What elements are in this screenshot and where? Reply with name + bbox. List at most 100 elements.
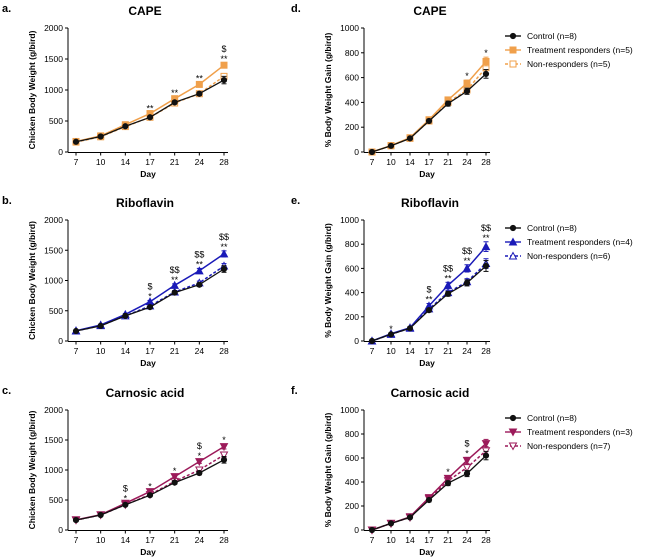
significance-label: * (465, 448, 469, 458)
panel-letter: b. (2, 195, 12, 207)
legend-marker (509, 414, 517, 422)
data-point (97, 322, 104, 329)
chart-panel-f: f. Carnosic acid 0 200 400 600 800 1000 7 10 14 17 2… (291, 385, 633, 557)
legend-marker (508, 237, 518, 246)
data-point (425, 307, 433, 314)
x-tick-label: 14 (121, 346, 131, 356)
y-tick-label: 0 (58, 147, 63, 157)
significance-label: ** (220, 54, 228, 64)
x-tick-label: 14 (405, 535, 415, 545)
data-point (146, 304, 154, 311)
x-tick-label: 24 (195, 346, 205, 356)
y-axis-title: % Body Weight Gain (g/bird) (323, 223, 333, 338)
y-tick-label: 600 (345, 73, 359, 83)
series-control (368, 260, 490, 345)
data-point (406, 325, 414, 332)
y-tick-label: 500 (49, 495, 63, 505)
legend-marker (509, 224, 517, 232)
series-control (72, 75, 228, 145)
series-line (371, 61, 487, 153)
panel-title: CAPE (413, 4, 446, 18)
data-point (444, 290, 452, 297)
x-axis-title: Day (140, 169, 156, 179)
data-point (443, 280, 453, 289)
legend-label: Non-responders (n=6) (527, 251, 611, 261)
legend-label: Treatment responders (n=5) (527, 45, 633, 55)
panel-letter: a. (2, 3, 11, 15)
data-point (481, 440, 491, 449)
x-tick-label: 21 (170, 157, 180, 167)
data-point (220, 265, 228, 273)
y-tick-label: 500 (49, 116, 63, 126)
panel-title: Riboflavin (401, 196, 459, 210)
data-point (368, 337, 376, 345)
data-point (97, 133, 104, 140)
data-point (122, 312, 129, 319)
x-tick-label: 17 (145, 157, 155, 167)
significance-label: * (173, 466, 177, 476)
data-point (122, 123, 129, 130)
x-tick-label: 28 (481, 157, 491, 167)
significance-label: * (465, 71, 469, 81)
y-tick-label: 200 (345, 312, 359, 322)
legend-label: Treatment responders (n=4) (527, 237, 633, 247)
data-point (195, 80, 203, 88)
significance-label: $$ (443, 263, 453, 273)
series-non-responders (367, 446, 491, 535)
data-point (444, 100, 452, 107)
x-tick-label: 21 (170, 535, 180, 545)
legend-label: Non-responders (n=5) (527, 59, 611, 69)
x-tick-label: 10 (96, 535, 106, 545)
data-point (145, 488, 155, 497)
significance-label: * (148, 481, 152, 491)
data-point (196, 281, 203, 288)
y-tick-label: 1000 (44, 276, 63, 286)
y-tick-label: 400 (345, 288, 359, 298)
chart-panel-b: b. Riboflavin 0 500 1000 1500 2000 7 10 14 17 21 24 2… (2, 195, 229, 368)
data-point (463, 470, 471, 477)
data-point (406, 135, 414, 142)
data-point (425, 117, 433, 125)
x-tick-label: 24 (195, 535, 205, 545)
data-point (170, 280, 180, 289)
significance-label: ** (444, 273, 452, 283)
significance-label: * (124, 493, 128, 503)
y-tick-label: 600 (345, 453, 359, 463)
x-tick-label: 24 (195, 157, 205, 167)
x-axis-title: Day (140, 358, 156, 368)
x-tick-label: 10 (386, 346, 396, 356)
data-point (219, 451, 229, 460)
data-point (72, 138, 80, 145)
significance-label: * (484, 48, 488, 58)
y-tick-label: 1500 (44, 435, 63, 445)
y-tick-label: 0 (354, 525, 359, 535)
x-tick-label: 28 (219, 157, 229, 167)
significance-label: ** (171, 275, 179, 285)
data-point (463, 79, 471, 87)
data-point (196, 90, 203, 97)
significance-label: $ (221, 44, 226, 54)
x-tick-label: 7 (370, 157, 375, 167)
significance-label: ** (196, 74, 204, 84)
x-tick-label: 28 (481, 346, 491, 356)
data-point (220, 456, 228, 463)
series-control (72, 265, 228, 335)
data-point (171, 289, 178, 296)
x-tick-label: 17 (424, 346, 434, 356)
x-axis-title: Day (419, 169, 435, 179)
data-point (425, 496, 433, 504)
y-tick-label: 2000 (44, 215, 63, 225)
x-tick-label: 7 (74, 346, 79, 356)
data-point (387, 331, 395, 338)
significance-label: ** (146, 103, 154, 113)
x-tick-label: 10 (96, 346, 106, 356)
significance-label: $ (464, 438, 469, 448)
x-tick-label: 24 (462, 346, 472, 356)
series-line (371, 450, 487, 531)
x-tick-label: 10 (386, 535, 396, 545)
legend-label: Control (n=8) (527, 223, 577, 233)
data-point (220, 61, 228, 69)
data-point (482, 70, 490, 77)
y-axis-title: Chicken Body Weight (g/bird) (27, 221, 37, 340)
